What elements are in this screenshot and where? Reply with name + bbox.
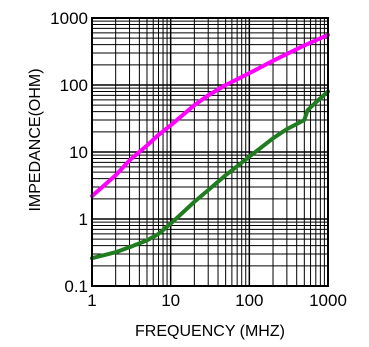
y-tick-labels: 0.1 1 10 100 1000 [50,9,88,296]
x-tick-labels: 1 10 100 1000 [87,291,347,310]
x-axis-title: FREQUENCY (MHZ) [135,323,285,340]
x-tick-label: 10 [161,291,180,310]
series-line-2 [90,89,330,261]
y-tick-label: 1 [79,210,88,229]
y-tick-label: 1000 [50,9,88,28]
x-tick-label: 100 [235,291,263,310]
series-layer [90,32,330,261]
x-tick-label: 1 [87,291,96,310]
y-tick-label: 10 [69,143,88,162]
series-line-1 [90,32,330,199]
x-tick-label: 1000 [309,291,347,310]
y-tick-label: 0.1 [64,277,88,296]
y-tick-label: 100 [60,76,88,95]
plot-frame [91,17,329,287]
y-axis-title: IMPEDANCE(OHM) [27,68,44,211]
